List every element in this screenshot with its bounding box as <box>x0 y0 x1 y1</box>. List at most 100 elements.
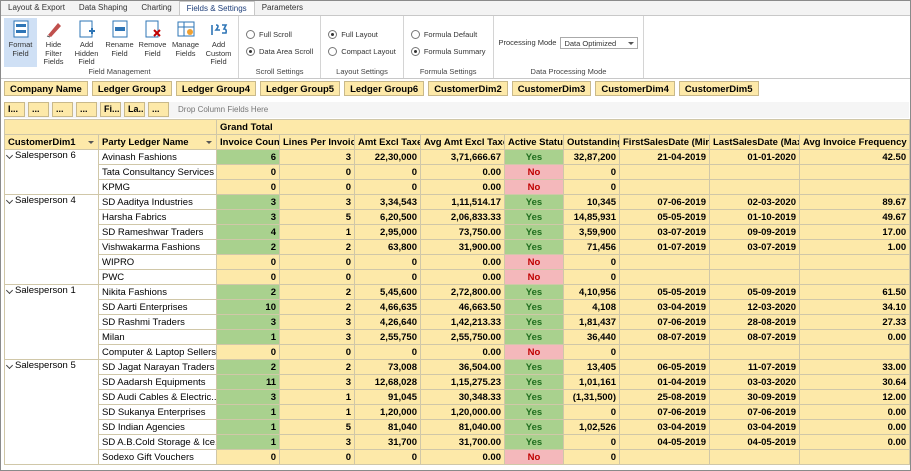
ribbon-button[interactable]: Hide Filter Fields <box>37 18 70 67</box>
group-name[interactable]: Salesperson 6 <box>4 149 99 195</box>
party-name: SD A.B.Cold Storage & Ice... <box>98 434 217 450</box>
row-header[interactable]: CustomerDim1 <box>4 134 99 150</box>
data-cell: 1 <box>279 404 355 420</box>
pivot-grid: Grand Total CustomerDim1 Party Ledger Name… <box>4 119 910 465</box>
group-name[interactable]: Salesperson 1 <box>4 284 99 360</box>
data-cell: 3 <box>279 194 355 210</box>
data-cell: 3 <box>279 149 355 165</box>
group-label: Formula Settings <box>419 67 477 76</box>
column-header[interactable]: Avg Amt Excl Taxes <box>420 134 505 150</box>
data-cell: 2 <box>216 284 280 300</box>
filter-field[interactable]: Ledger Group4 <box>175 81 256 96</box>
empty-cell <box>798 269 910 285</box>
column-header[interactable]: LastSalesDate (Max) <box>709 134 800 150</box>
radio-option[interactable]: Full Layout <box>328 29 396 39</box>
data-cell: 3 <box>279 434 355 450</box>
filter-field[interactable]: Ledger Group6 <box>344 81 425 96</box>
data-cell: 11-07-2019 <box>709 359 800 375</box>
column-field[interactable]: ... <box>148 102 169 117</box>
party-name: Vishwakarma Fashions <box>98 239 217 255</box>
data-cell: 46,663.50 <box>420 299 505 315</box>
data-cell: No <box>504 254 564 270</box>
empty-cell <box>619 179 710 195</box>
row-header[interactable]: Party Ledger Name <box>98 134 217 150</box>
column-header[interactable]: Active Status <box>504 134 564 150</box>
data-cell: 4,108 <box>563 299 620 315</box>
data-cell: 10 <box>216 299 280 315</box>
data-cell: 1,42,213.33 <box>420 314 505 330</box>
data-cell: Yes <box>504 389 564 405</box>
column-field[interactable]: ... <box>28 102 49 117</box>
data-cell: 08-07-2019 <box>619 329 710 345</box>
data-cell: 27.33 <box>798 314 910 330</box>
party-name: Milan <box>98 329 217 345</box>
data-cell: 1 <box>279 389 355 405</box>
radio-option[interactable]: Compact Layout <box>328 46 396 56</box>
column-header[interactable]: Avg Invoice Frequency <box>798 134 910 150</box>
filter-field[interactable]: Company Name <box>4 81 88 96</box>
filter-field[interactable]: CustomerDim4 <box>595 81 675 96</box>
data-row: Salesperson 5 SD Jagat Narayan Traders 2 2 7… <box>4 359 910 465</box>
radio-option[interactable]: Full Scroll <box>246 29 313 39</box>
ribbon-button[interactable]: Add Custom Field <box>202 18 235 67</box>
data-row: SD Audi Cables & Electric... 3 1 91,045 30,3… <box>5 389 910 405</box>
empty-cell <box>798 449 910 465</box>
ribbon-tab[interactable]: Layout & Export <box>8 3 65 12</box>
data-row: Salesperson 6 Avinash Fashions 6 3 22,30,000… <box>4 149 910 195</box>
filter-field[interactable]: CustomerDim5 <box>678 81 759 96</box>
ribbon-tab[interactable]: Fields & Settings <box>178 1 255 15</box>
filter-field[interactable]: CustomerDim2 <box>428 81 508 96</box>
column-header[interactable]: Invoice Count <box>216 134 280 150</box>
ribbon-button[interactable]: Add Hidden Field <box>70 18 103 67</box>
column-field[interactable]: ... <box>52 102 73 117</box>
ribbon-button[interactable]: Remove Field <box>136 18 169 67</box>
filter-field[interactable]: Ledger Group5 <box>260 81 341 96</box>
data-cell: 91,045 <box>354 389 421 405</box>
column-header[interactable]: Outstanding <box>563 134 620 150</box>
dropdown[interactable]: Data Optimized <box>560 36 639 49</box>
group-name[interactable]: Salesperson 5 <box>4 359 99 465</box>
radio-option[interactable]: Formula Default <box>410 29 486 39</box>
data-cell: 31,900.00 <box>420 239 505 255</box>
data-cell: 2,06,833.33 <box>420 209 505 225</box>
ribbon-tab[interactable]: Parameters <box>261 3 304 12</box>
data-cell: 3 <box>216 389 280 405</box>
radio-option[interactable]: Formula Summary <box>410 46 486 56</box>
data-row: Milan 1 3 2,55,750 2,55,750.00 Yes 36,440 08-07… <box>5 329 910 345</box>
column-header[interactable]: FirstSalesDate (Min) <box>619 134 710 150</box>
ribbon-button[interactable]: Rename Field <box>103 18 136 67</box>
column-field[interactable]: La... <box>124 102 145 117</box>
ribbon-group: Full Scroll Data Area Scroll Scroll Settin… <box>239 16 322 78</box>
column-header[interactable]: Amt Excl Taxes <box>354 134 421 150</box>
data-cell: 89.67 <box>798 194 910 210</box>
data-cell: 03-07-2019 <box>709 239 800 255</box>
ribbon-group: Formula Default Formula Summary Formula Se… <box>404 16 494 78</box>
ribbon-group: Format Field Hide Filter Fields Add Hidden… <box>1 16 239 78</box>
filter-field[interactable]: CustomerDim3 <box>511 81 592 96</box>
ribbon-button[interactable]: Manage Fields <box>169 18 202 67</box>
column-area: I............ Fi... La...... Drop Column Fi… <box>4 102 909 118</box>
data-cell: 01-10-2019 <box>709 209 800 225</box>
party-name: SD Sukanya Enterprises <box>98 404 217 420</box>
group-name[interactable]: Salesperson 4 <box>4 194 99 285</box>
data-cell: 0 <box>279 269 355 285</box>
ribbon-button[interactable]: Format Field <box>4 18 37 67</box>
data-cell: 3 <box>279 314 355 330</box>
column-field[interactable]: ... <box>76 102 97 117</box>
data-cell: 0 <box>216 344 280 360</box>
column-field[interactable]: I... <box>4 102 25 117</box>
data-cell: 4,66,635 <box>354 299 421 315</box>
column-field[interactable]: Fi... <box>100 102 121 117</box>
column-header[interactable]: Lines Per Invoice <box>279 134 355 150</box>
data-cell: 0 <box>563 164 620 180</box>
data-cell: 0.00 <box>420 164 505 180</box>
radio-label: Formula Default <box>423 29 478 39</box>
data-cell: 12,68,028 <box>354 374 421 390</box>
ribbon-tab[interactable]: Data Shaping <box>78 3 128 12</box>
data-cell: Yes <box>504 299 564 315</box>
radio-option[interactable]: Data Area Scroll <box>246 46 313 56</box>
grand-total-header: Grand Total <box>215 119 910 135</box>
data-cell: 21-04-2019 <box>619 149 710 165</box>
ribbon-tab[interactable]: Charting <box>141 3 172 12</box>
filter-field[interactable]: Ledger Group3 <box>91 81 172 96</box>
